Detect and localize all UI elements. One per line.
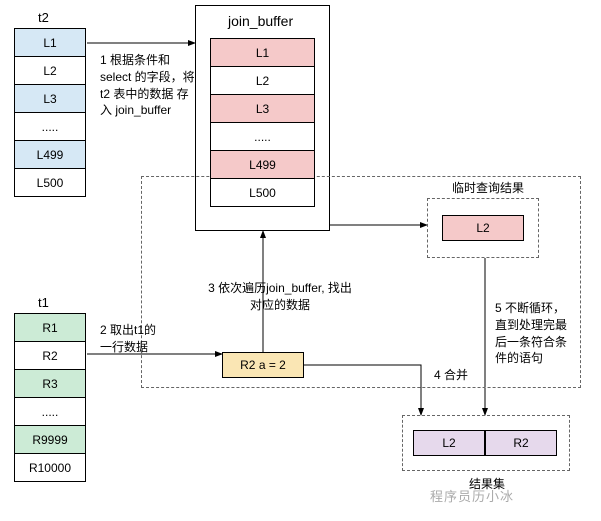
- step4-label: 4 合并: [434, 367, 468, 384]
- table-row: L499: [210, 150, 315, 179]
- table-row: .....: [14, 112, 86, 141]
- table-row: .....: [14, 397, 86, 426]
- table-row: L500: [14, 168, 86, 197]
- table-row: L1: [210, 38, 315, 67]
- table-row: R2: [14, 341, 86, 370]
- step1-label: 1 根据条件和 select 的字段，将t2 表中的数据 存入 join_buf…: [100, 52, 195, 119]
- table-row: R1: [14, 313, 86, 342]
- node-temp-l2: L2: [442, 215, 524, 241]
- watermark: 程序员历小冰: [430, 488, 514, 506]
- table-row: L499: [14, 140, 86, 169]
- diagram-canvas: t2 t1 join_buffer R2 a = 2 L2 L2 R2 1 根据…: [0, 0, 601, 521]
- table-row: L2: [14, 56, 86, 85]
- step2-label: 2 取出t1的 一行数据: [100, 322, 180, 356]
- table-row: L1: [14, 28, 86, 57]
- table-row: L2: [210, 66, 315, 95]
- t2-title: t2: [38, 10, 49, 25]
- temp-result-label: 临时查询结果: [452, 180, 524, 197]
- table-row: L3: [14, 84, 86, 113]
- step5-label: 5 不断循环， 直到处理完最 后一条符合条 件的语句: [495, 300, 583, 367]
- node-r2a2: R2 a = 2: [222, 352, 304, 378]
- node-result-l2: L2: [413, 430, 485, 456]
- table-row: R3: [14, 369, 86, 398]
- table-row: L500: [210, 178, 315, 207]
- table-row: L3: [210, 94, 315, 123]
- t1-title: t1: [38, 295, 49, 310]
- table-row: .....: [210, 122, 315, 151]
- step3-label: 3 依次遍历join_buffer, 找出 对应的数据: [190, 280, 370, 314]
- join-buffer-title: join_buffer: [228, 13, 293, 29]
- table-row: R10000: [14, 453, 86, 482]
- node-result-r2: R2: [485, 430, 557, 456]
- table-row: R9999: [14, 425, 86, 454]
